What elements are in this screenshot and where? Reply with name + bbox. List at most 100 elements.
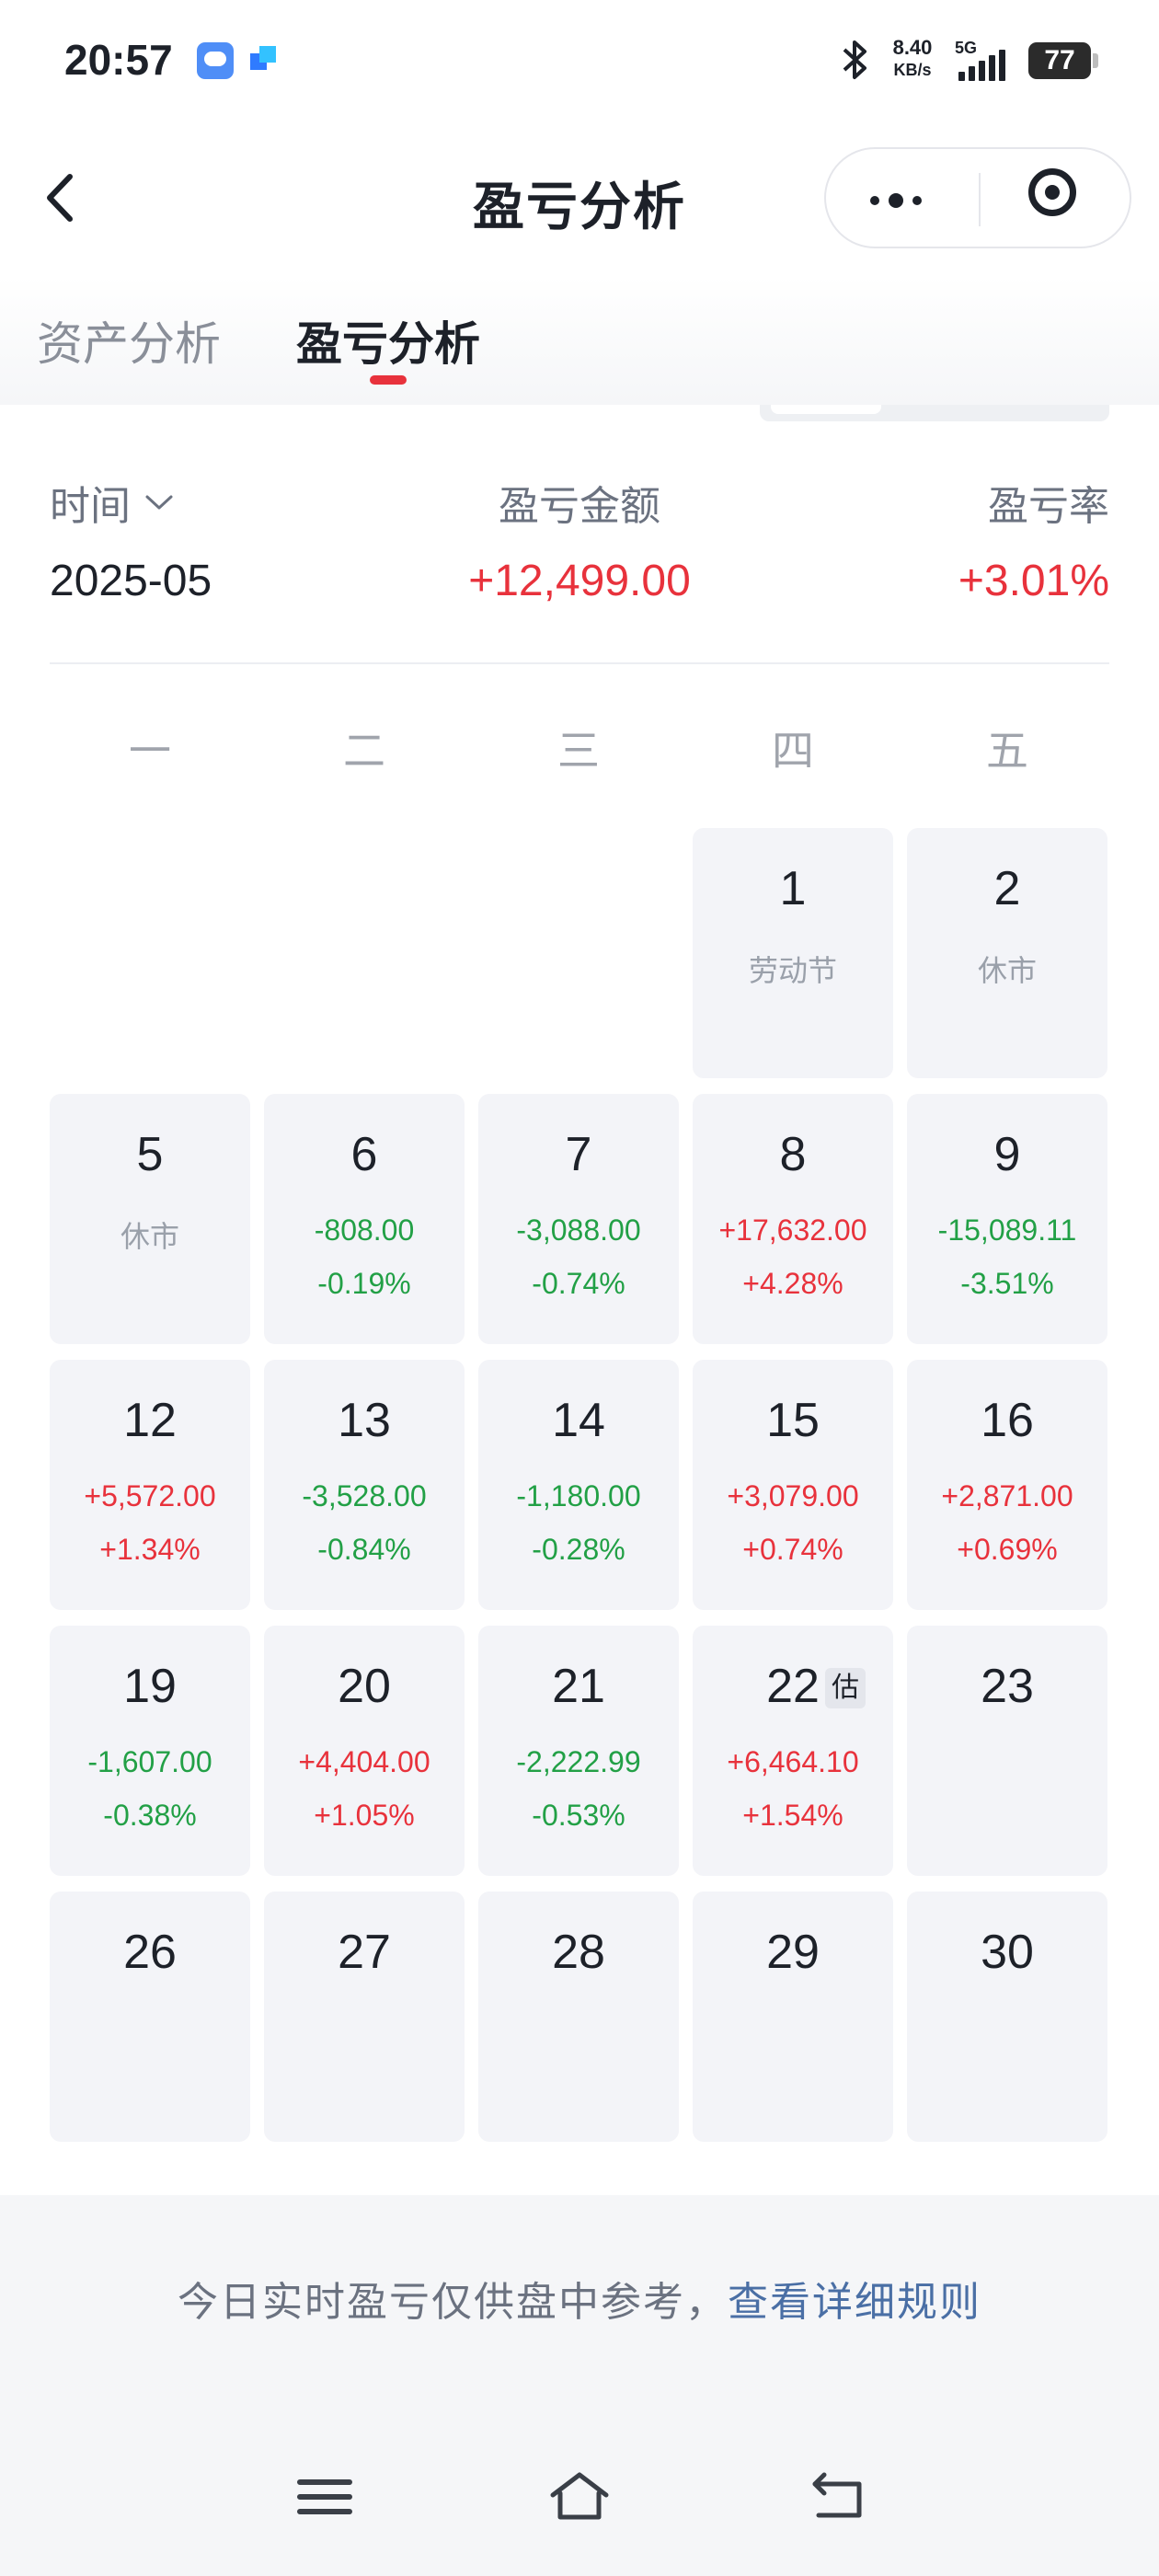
day-number: 23 xyxy=(981,1660,1034,1713)
day-pnl-rate: -0.84% xyxy=(317,1533,411,1566)
time-selector[interactable]: 时间 xyxy=(50,473,175,532)
bluetooth-icon xyxy=(843,40,866,79)
calendar-day-20[interactable]: 20 +4,404.00 +1.05% xyxy=(264,1626,465,1876)
day-number: 29 xyxy=(766,1926,820,1979)
mini-program-capsule xyxy=(824,147,1131,248)
day-number: 14 xyxy=(552,1394,605,1447)
day-number: 1 xyxy=(779,862,807,915)
calendar-day-27[interactable]: 27 xyxy=(264,1892,465,2142)
calendar-day-7[interactable]: 7 -3,088.00 -0.74% xyxy=(478,1094,679,1344)
day-number: 7 xyxy=(565,1128,592,1181)
day-pnl-rate: +1.34% xyxy=(99,1533,201,1566)
tab-asset-analysis[interactable]: 资产分析 xyxy=(37,318,221,370)
day-pnl-amount: -15,089.11 xyxy=(937,1213,1077,1247)
calendar-day-6[interactable]: 6 -808.00 -0.19% xyxy=(264,1094,465,1344)
weekday-mon: 一 xyxy=(129,727,171,775)
calendar-day-13[interactable]: 13 -3,528.00 -0.84% xyxy=(264,1360,465,1610)
close-mini-program-button[interactable] xyxy=(981,149,1131,247)
net-speed-value: 8.40 xyxy=(892,36,933,59)
calendar-day-8[interactable]: 8 +17,632.00 +4.28% xyxy=(693,1094,893,1344)
calendar-day-15[interactable]: 15 +3,079.00 +0.74% xyxy=(693,1360,893,1610)
day-pnl-amount: -1,607.00 xyxy=(87,1745,212,1778)
day-note: 劳动节 xyxy=(748,954,837,987)
amount-label: 盈亏金额 xyxy=(499,484,660,529)
day-pnl-rate: -0.19% xyxy=(317,1267,411,1300)
day-pnl-rate: -0.38% xyxy=(103,1799,197,1832)
nav-bar: 盈亏分析 xyxy=(0,138,1159,258)
network-label: 5G xyxy=(955,39,978,57)
day-number: 15 xyxy=(766,1394,820,1447)
status-time: 20:57 xyxy=(64,36,173,84)
day-number: 13 xyxy=(338,1394,391,1447)
segment-control-remnant xyxy=(760,405,1109,421)
day-number: 28 xyxy=(552,1926,605,1979)
signal-icon: 5G xyxy=(955,39,1016,81)
calendar-day-14[interactable]: 14 -1,180.00 -0.28% xyxy=(478,1360,679,1610)
day-pnl-rate: +1.54% xyxy=(742,1799,843,1832)
day-pnl-rate: +4.28% xyxy=(742,1267,843,1300)
realtime-pnl-note: 今日实时盈亏仅供盘中参考，查看详细规则 xyxy=(0,2269,1159,2328)
weekday-wed: 三 xyxy=(557,727,600,775)
target-ring-icon xyxy=(1028,168,1076,216)
home-icon[interactable] xyxy=(547,2469,612,2524)
rules-link[interactable]: 查看详细规则 xyxy=(728,2280,981,2325)
calendar-day-28[interactable]: 28 xyxy=(478,1892,679,2142)
day-pnl-amount: +17,632.00 xyxy=(718,1213,867,1247)
day-pnl-amount: -3,528.00 xyxy=(302,1479,427,1512)
battery-icon: 77 xyxy=(1028,42,1098,79)
day-number: 5 xyxy=(136,1128,164,1181)
day-pnl-amount: +3,079.00 xyxy=(727,1479,859,1512)
selected-month[interactable]: 2025-05 xyxy=(50,557,212,605)
day-pnl-rate: -0.53% xyxy=(532,1799,625,1832)
tab-bar: 资产分析 盈亏分析 xyxy=(0,276,1159,405)
note-text: 今日实时盈亏仅供盘中参考， xyxy=(178,2280,728,2325)
day-pnl-amount: +6,464.10 xyxy=(727,1745,859,1778)
weather-app-icon xyxy=(197,42,234,79)
chevron-left-icon[interactable] xyxy=(35,167,90,228)
back-arrow-icon[interactable] xyxy=(806,2469,870,2524)
day-number: 20 xyxy=(338,1660,391,1713)
day-pnl-amount: +2,871.00 xyxy=(941,1479,1073,1512)
day-pnl-rate: +0.69% xyxy=(957,1533,1058,1566)
rate-label: 盈亏率 xyxy=(988,484,1109,529)
calendar-day-9[interactable]: 9 -15,089.11 -3.51% xyxy=(907,1094,1107,1344)
calendar-day-21[interactable]: 21 -2,222.99 -0.53% xyxy=(478,1626,679,1876)
day-number: 8 xyxy=(779,1128,807,1181)
blue-app-icon xyxy=(250,46,278,74)
day-number: 9 xyxy=(993,1128,1021,1181)
calendar-day-1[interactable]: 1 劳动节 xyxy=(693,828,893,1078)
calendar-day-23[interactable]: 23 xyxy=(907,1626,1107,1876)
calendar-day-2[interactable]: 2 休市 xyxy=(907,828,1107,1078)
tab-pnl-analysis[interactable]: 盈亏分析 xyxy=(296,318,480,370)
day-pnl-amount: -1,180.00 xyxy=(516,1479,641,1512)
time-label: 时间 xyxy=(50,484,131,529)
pnl-summary: 时间 盈亏金额 盈亏率 2025-05 +12,499.00 +3.01% xyxy=(50,460,1109,664)
weekday-thu: 四 xyxy=(772,727,814,775)
total-pnl-amount: +12,499.00 xyxy=(468,557,691,605)
day-pnl-amount: +4,404.00 xyxy=(298,1745,430,1778)
day-pnl-amount: -808.00 xyxy=(314,1213,415,1247)
day-number: 2 xyxy=(993,862,1021,915)
page-title: 盈亏分析 xyxy=(473,178,686,236)
calendar-day-19[interactable]: 19 -1,607.00 -0.38% xyxy=(50,1626,250,1876)
total-pnl-rate: +3.01% xyxy=(958,557,1109,605)
weekday-fri: 五 xyxy=(986,727,1028,775)
menu-lines-icon[interactable] xyxy=(293,2469,357,2524)
calendar-day-16[interactable]: 16 +2,871.00 +0.69% xyxy=(907,1360,1107,1610)
more-dots-icon xyxy=(870,193,922,208)
day-pnl-rate: -0.28% xyxy=(532,1533,625,1566)
day-pnl-rate: +1.05% xyxy=(314,1799,415,1832)
day-note: 休市 xyxy=(120,1220,179,1253)
weekday-tue: 二 xyxy=(343,727,385,775)
calendar-day-22[interactable]: 22 估 +6,464.10 +1.54% xyxy=(693,1626,893,1876)
day-pnl-amount: -2,222.99 xyxy=(516,1745,641,1778)
day-number: 19 xyxy=(123,1660,177,1713)
more-button[interactable] xyxy=(826,149,979,247)
calendar-day-29[interactable]: 29 xyxy=(693,1892,893,2142)
calendar-day-12[interactable]: 12 +5,572.00 +1.34% xyxy=(50,1360,250,1610)
calendar-day-5[interactable]: 5 休市 xyxy=(50,1094,250,1344)
calendar-day-26[interactable]: 26 xyxy=(50,1892,250,2142)
day-number: 12 xyxy=(123,1394,177,1447)
footer: 今日实时盈亏仅供盘中参考，查看详细规则 xyxy=(0,2195,1159,2576)
calendar-day-30[interactable]: 30 xyxy=(907,1892,1107,2142)
